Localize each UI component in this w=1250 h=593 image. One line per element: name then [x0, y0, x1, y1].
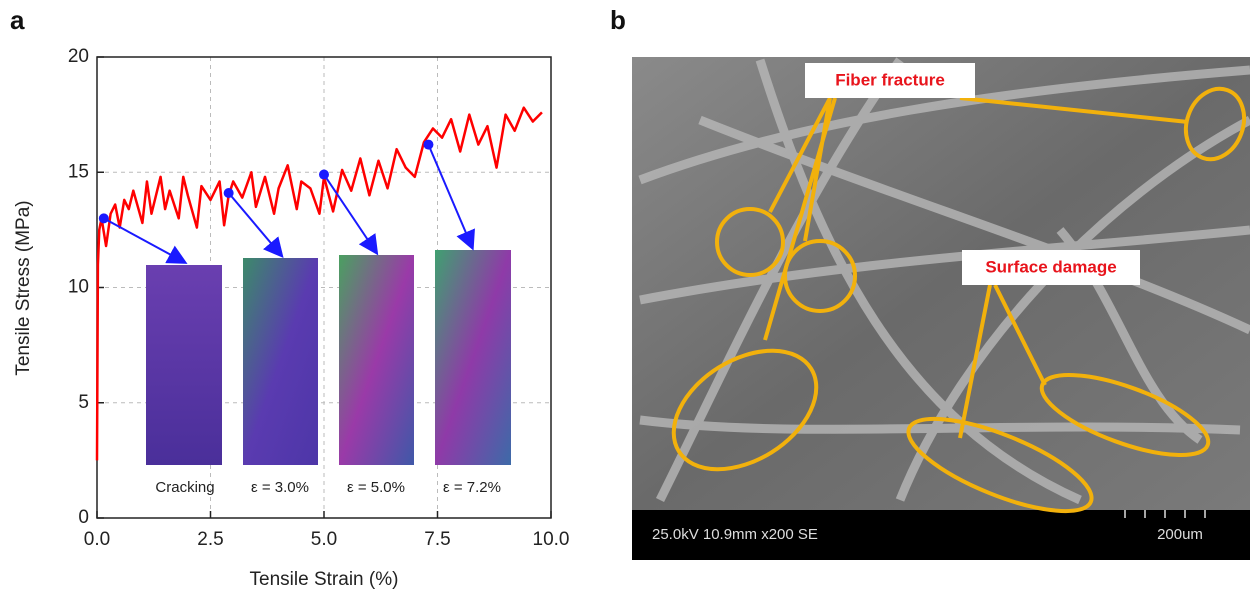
inset-label: Cracking	[155, 479, 214, 496]
data-line	[95, 106, 543, 461]
inset-image	[435, 250, 511, 465]
x-tick-label: 5.0	[311, 529, 337, 550]
insets	[146, 250, 511, 465]
scale-label: 200um	[1157, 526, 1203, 543]
scale-ticks	[1124, 510, 1206, 518]
info-text: 25.0kV 10.9mm x200 SE	[652, 526, 818, 543]
callout-box	[805, 63, 975, 98]
x-tick-label: 0.0	[84, 529, 110, 550]
y-tick-label: 0	[78, 507, 89, 528]
inset-image	[146, 265, 222, 465]
x-tick-label: 10.0	[533, 529, 570, 550]
y-tick-label: 20	[68, 46, 89, 67]
marker-arrow	[427, 144, 475, 251]
x-axis-title: Tensile Strain (%)	[250, 569, 399, 590]
y-axis-title: Tensile Stress (MPa)	[13, 200, 34, 375]
plot: 0 5 10 15 20 0.0 2.5 5.0 7.5 10.0	[68, 46, 570, 550]
x-tick-label: 7.5	[424, 529, 450, 550]
inset-image	[243, 258, 318, 465]
callout-box	[962, 250, 1140, 285]
marker-point	[423, 139, 434, 150]
callout-shapes	[671, 86, 1247, 514]
x-tick-label: 2.5	[197, 529, 223, 550]
y-tick-label: 15	[68, 161, 89, 182]
callout-label: Fiber fracture	[835, 70, 945, 89]
inset-label: ε = 3.0%	[251, 479, 309, 496]
marker-arrow	[323, 173, 379, 256]
panel-label: a	[10, 5, 25, 35]
marker-point	[98, 213, 109, 224]
marker-arrow	[227, 192, 284, 259]
marker-point	[319, 169, 329, 180]
inset-image	[339, 255, 414, 465]
y-tick-label: 10	[68, 277, 89, 298]
y-tick-label: 5	[78, 392, 89, 413]
sem-image: 25.0kV 10.9mm x200 SE 200um Fiber fractu…	[632, 57, 1250, 560]
panel-label: b	[610, 5, 626, 35]
callout-label: Surface damage	[985, 257, 1116, 276]
marker-point	[223, 187, 234, 198]
inset-label: ε = 5.0%	[347, 479, 405, 496]
marker-arrow	[103, 217, 188, 264]
inset-label: ε = 7.2%	[443, 479, 501, 496]
info-bar	[632, 510, 1250, 560]
